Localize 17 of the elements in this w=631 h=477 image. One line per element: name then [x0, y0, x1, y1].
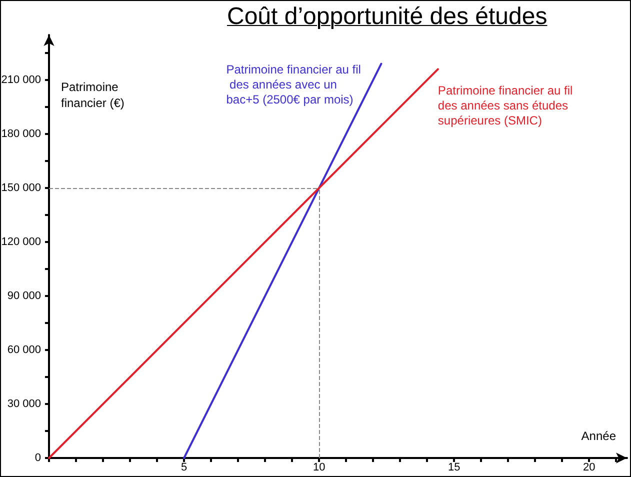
series-label: Patrimoine financier au fil des années sans études supérieures (SMIC)	[438, 84, 576, 128]
y-tick-label: 0	[34, 452, 41, 464]
x-axis-title: Année	[581, 429, 616, 443]
y-tick-label: 120 000	[1, 236, 41, 248]
x-tick-label: 5	[180, 462, 188, 474]
y-axis-title: Patrimoine financier (€)	[61, 79, 126, 111]
series-label: Patrimoine financier au fil des années avec un bac+5 (2500€ par mois)	[226, 62, 361, 106]
y-tick-label: 90 000	[7, 290, 41, 302]
x-tick-label: 20	[583, 462, 596, 474]
y-tick-label: 180 000	[1, 128, 41, 140]
y-tick-label: 150 000	[1, 182, 41, 194]
y-tick-label: 30 000	[7, 398, 41, 410]
x-tick-label: 15	[448, 462, 460, 474]
chart-title: Coût d’opportunité des études	[227, 3, 548, 31]
y-tick-label: 210 000	[1, 74, 41, 86]
x-tick-label: 10	[312, 462, 326, 474]
y-tick-label: 60 000	[7, 344, 41, 356]
